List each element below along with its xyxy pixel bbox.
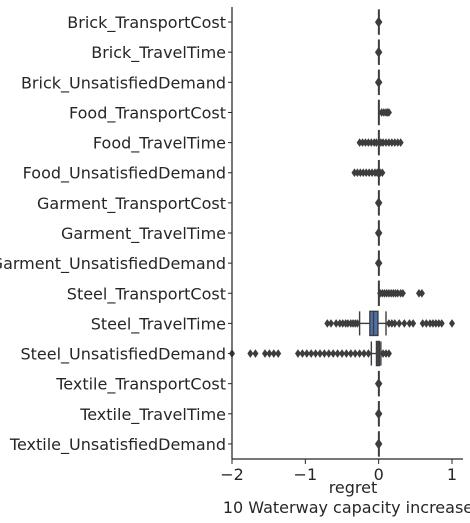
y-tick-label: Textile_TransportCost: [55, 375, 226, 395]
outlier-point: [252, 349, 258, 358]
outlier-point: [396, 319, 402, 328]
x-axis-label: regret: [329, 478, 378, 497]
outlier-point: [410, 319, 416, 328]
y-tick-label: Steel_TravelTime: [91, 314, 226, 334]
outlier-point: [247, 349, 253, 358]
y-tick-label: Brick_UnsatisfiedDemand: [21, 73, 226, 93]
outlier-point: [401, 319, 407, 328]
outlier-point: [275, 349, 281, 358]
y-tick-label: Garment_TransportCost: [37, 194, 226, 214]
y-tick-label: Food_UnsatisfiedDemand: [23, 164, 226, 184]
box-elements: [229, 10, 455, 456]
y-tick-label: Steel_TransportCost: [67, 284, 226, 304]
y-tick-label: Garment_TravelTime: [61, 224, 226, 244]
x-tick-label: 1: [447, 465, 457, 484]
y-tick-label: Textile_TravelTime: [79, 405, 226, 425]
y-tick-label: Brick_TransportCost: [67, 13, 226, 33]
x-tick-label: −1: [294, 465, 318, 484]
y-tick-label: Steel_UnsatisfiedDemand: [20, 345, 226, 365]
y-tick-label: Garment_UnsatisfiedDemand: [0, 254, 226, 274]
y-tick-labels: Brick_TransportCost Brick_TravelTime Brick…: [0, 13, 226, 455]
y-tick-label: Textile_UnsatisfiedDemand: [9, 435, 226, 455]
outlier-point: [449, 319, 455, 328]
x-tick-label: −2: [220, 465, 244, 484]
y-tick-label: Brick_TravelTime: [91, 43, 226, 63]
outlier-point: [365, 349, 371, 358]
outlier-point: [328, 319, 334, 328]
y-tick-label: Food_TransportCost: [69, 103, 226, 123]
x-axis-subtitle: 10 Waterway capacity increase: [223, 498, 470, 517]
y-tick-label: Food_TravelTime: [93, 134, 226, 154]
